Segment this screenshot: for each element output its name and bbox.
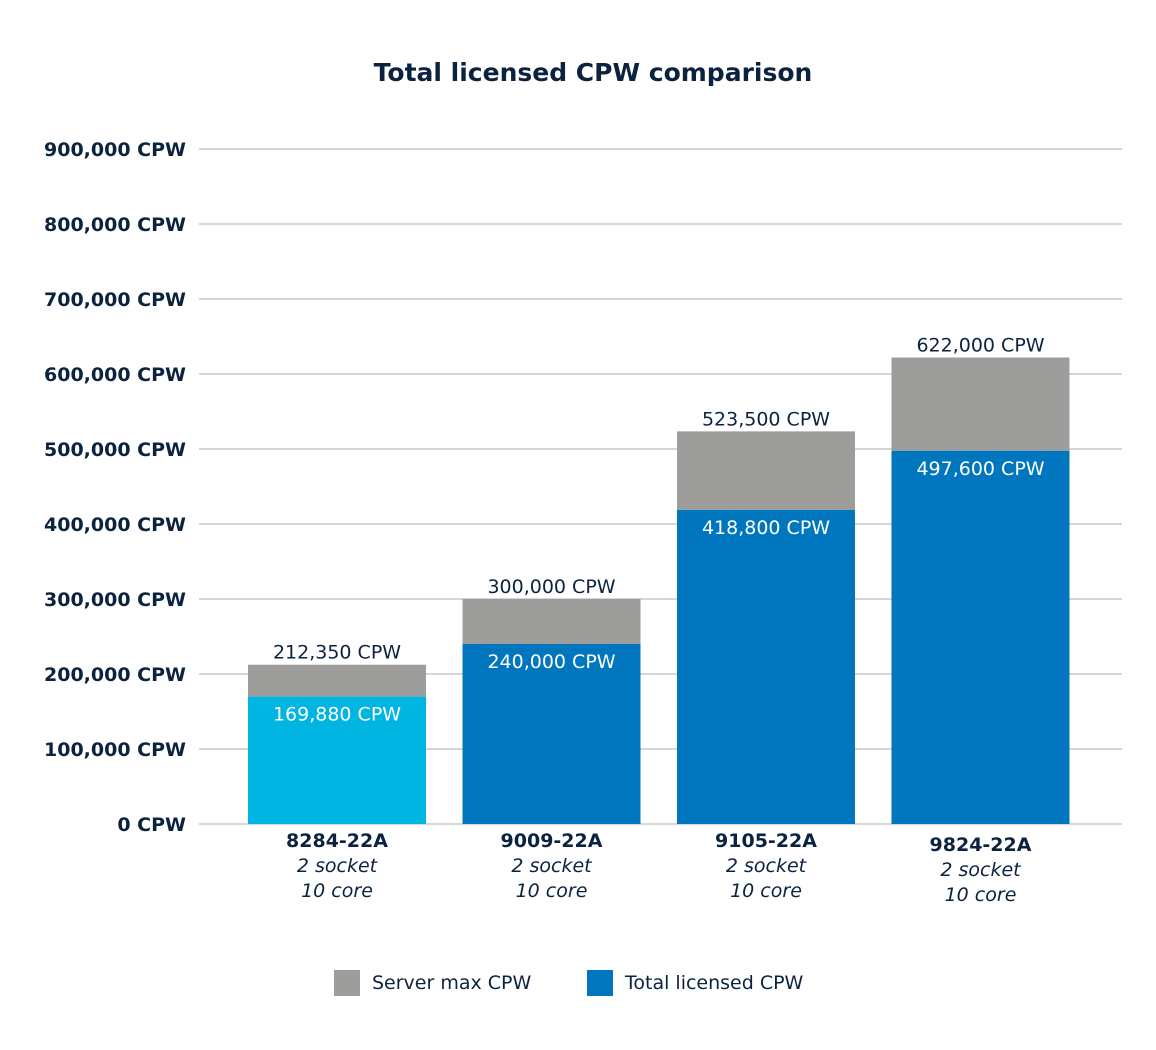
data-label-server-max: 523,500 CPW: [702, 408, 830, 430]
legend-swatch-blue: [587, 970, 613, 996]
bar-server-max: [677, 431, 855, 510]
data-label-server-max: 212,350 CPW: [273, 642, 401, 664]
x-tick-label: 9009-22A: [501, 830, 603, 852]
legend-label: Total licensed CPW: [625, 972, 804, 994]
data-label-total-licensed: 169,880 CPW: [273, 704, 401, 726]
bar-total-licensed: [677, 509, 855, 824]
y-tick-label: 0 CPW: [117, 814, 186, 836]
x-tick-label: 9105-22A: [715, 830, 817, 852]
y-tick-label: 300,000 CPW: [44, 589, 186, 611]
data-label-server-max: 300,000 CPW: [487, 576, 615, 598]
y-tick-label: 700,000 CPW: [44, 289, 186, 311]
bar-server-max: [462, 599, 641, 644]
x-tick-sublabel: 2 socket: [940, 859, 1022, 881]
data-label-total-licensed: 418,800 CPW: [702, 517, 830, 539]
y-tick-label: 400,000 CPW: [44, 514, 186, 536]
y-tick-label: 800,000 CPW: [44, 214, 186, 236]
legend-item-server-max: Server max CPW: [334, 970, 531, 996]
x-tick-label: 8284-22A: [286, 830, 388, 852]
data-label-total-licensed: 240,000 CPW: [487, 651, 615, 673]
x-tick-sublabel: 2 socket: [726, 855, 808, 877]
legend-label: Server max CPW: [372, 972, 532, 994]
x-tick-sublabel: 10 core: [301, 880, 373, 902]
y-tick-label: 500,000 CPW: [44, 439, 186, 461]
data-label-server-max: 622,000 CPW: [916, 335, 1044, 357]
x-tick-sublabel: 10 core: [945, 884, 1017, 906]
y-tick-label: 600,000 CPW: [44, 364, 186, 386]
bar-server-max: [248, 664, 426, 697]
data-label-total-licensed: 497,600 CPW: [916, 458, 1044, 480]
x-tick-sublabel: 10 core: [730, 880, 802, 902]
x-tick-sublabel: 10 core: [516, 880, 588, 902]
bar-server-max: [891, 357, 1070, 451]
chart-title: Total licensed CPW comparison: [373, 58, 813, 87]
y-tick-label: 200,000 CPW: [44, 664, 186, 686]
bar-total-licensed: [248, 696, 426, 824]
legend-swatch-gray: [334, 970, 360, 996]
x-tick-sublabel: 2 socket: [511, 855, 593, 877]
y-tick-label: 100,000 CPW: [44, 739, 186, 761]
bar-total-licensed: [891, 450, 1070, 824]
legend-item-total-licensed: Total licensed CPW: [587, 970, 803, 996]
x-tick-label: 9824-22A: [930, 834, 1032, 856]
x-tick-sublabel: 2 socket: [297, 855, 379, 877]
bar-total-licensed: [462, 644, 641, 824]
y-tick-label: 900,000 CPW: [44, 139, 186, 161]
